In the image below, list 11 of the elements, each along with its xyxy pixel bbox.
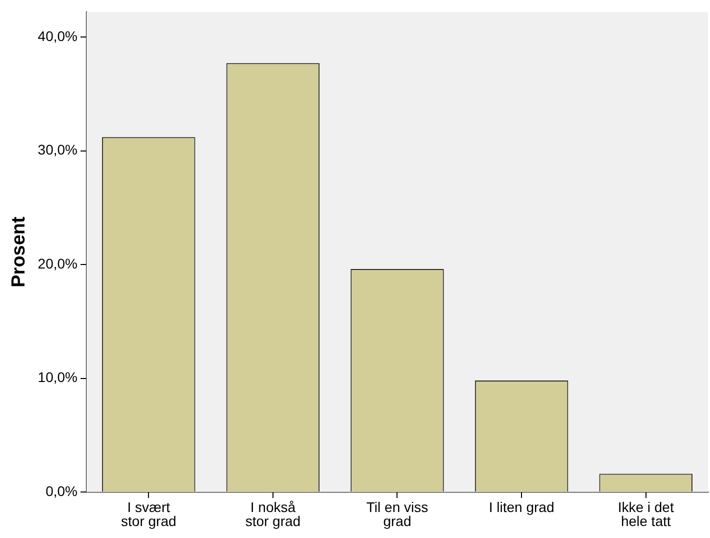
y-tick-label: 30,0% [38, 142, 78, 158]
y-tick-label: 20,0% [38, 255, 78, 272]
x-tick-label: I svært stor grad [121, 498, 176, 529]
x-tick-label: Ikke i det hele tatt [618, 498, 674, 529]
y-axis-title: Prosent [8, 216, 30, 288]
y-tick-label: 40,0% [38, 28, 78, 44]
x-tick-label: I liten grad [488, 498, 554, 515]
x-tick-label: I nokså stor grad [245, 498, 301, 529]
y-tick-label: 10,0% [38, 369, 78, 386]
y-tick-label: 0,0% [46, 482, 78, 499]
x-tick-label: Til en viss grad [366, 498, 428, 529]
